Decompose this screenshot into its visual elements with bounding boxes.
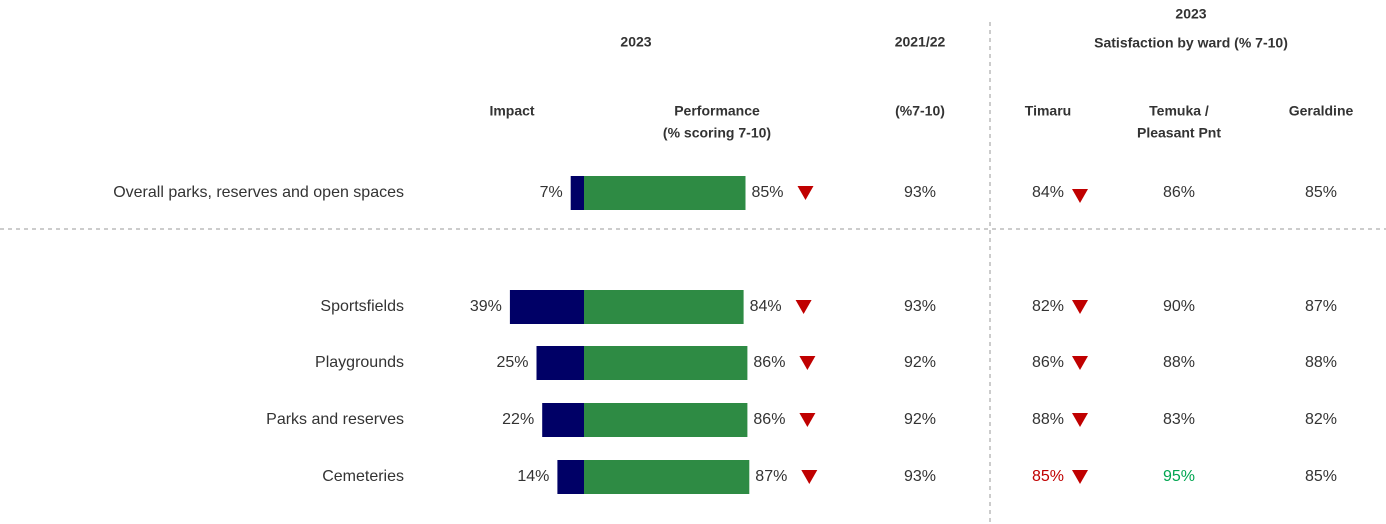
prior-value: 92% (904, 411, 936, 428)
impact-bar (570, 176, 584, 210)
down-arrow (1072, 356, 1088, 370)
performance-label: 86% (753, 411, 785, 428)
ward-value: 85% (1305, 468, 1337, 485)
ward-header: Pleasant Pnt (1137, 125, 1221, 141)
header: Impact (489, 103, 534, 119)
impact-label: 7% (540, 184, 563, 201)
ward-value: 82% (1305, 411, 1337, 428)
ward-value: 86% (1032, 354, 1064, 371)
row-label: Parks and reserves (266, 411, 404, 428)
down-arrow (1072, 470, 1088, 484)
performance-bar (584, 346, 748, 380)
prior-value: 93% (904, 468, 936, 485)
ward-value: 95% (1163, 468, 1195, 485)
down-arrow (799, 413, 816, 427)
performance-label: 85% (752, 184, 784, 201)
header: (% scoring 7-10) (663, 125, 771, 141)
header: 2023 (620, 34, 651, 50)
impact-label: 39% (470, 298, 502, 315)
impact-bar (542, 403, 584, 437)
ward-header: Temuka / (1149, 103, 1209, 119)
impact-label: 22% (502, 411, 534, 428)
down-arrow (799, 356, 816, 370)
performance-bar (584, 290, 744, 324)
down-arrow (1072, 413, 1088, 427)
prior-value: 93% (904, 298, 936, 315)
performance-label: 84% (750, 298, 782, 315)
down-arrow (1072, 189, 1088, 203)
performance-bar (584, 460, 750, 494)
ward-value: 88% (1032, 411, 1064, 428)
header: 2021/22 (895, 34, 946, 50)
ward-value: 82% (1032, 298, 1064, 315)
header: 2023 (1175, 6, 1206, 22)
ward-header: Geraldine (1289, 103, 1354, 119)
impact-bar (509, 290, 584, 324)
prior-value: 93% (904, 184, 936, 201)
ward-value: 88% (1305, 354, 1337, 371)
row-label: Sportsfields (320, 298, 404, 315)
impact-bar (536, 346, 584, 380)
impact-label: 14% (517, 468, 549, 485)
performance-bar (584, 176, 746, 210)
down-arrow (795, 300, 812, 314)
prior-value: 92% (904, 354, 936, 371)
ward-value: 85% (1032, 468, 1064, 485)
row-label: Overall parks, reserves and open spaces (113, 184, 404, 201)
header: (%7-10) (895, 103, 945, 119)
down-arrow (801, 470, 818, 484)
down-arrow (797, 186, 814, 200)
ward-header: Timaru (1025, 103, 1071, 119)
ward-value: 86% (1163, 184, 1195, 201)
ward-value: 83% (1163, 411, 1195, 428)
ward-value: 85% (1305, 184, 1337, 201)
ward-value: 90% (1163, 298, 1195, 315)
performance-bar (584, 403, 748, 437)
header: Performance (674, 103, 760, 119)
row-label: Playgrounds (315, 354, 404, 371)
impact-bar (557, 460, 584, 494)
performance-label: 87% (755, 468, 787, 485)
ward-value: 88% (1163, 354, 1195, 371)
row-label: Cemeteries (322, 468, 404, 485)
ward-value: 84% (1032, 184, 1064, 201)
impact-label: 25% (496, 354, 528, 371)
down-arrow (1072, 300, 1088, 314)
header: Satisfaction by ward (% 7-10) (1094, 35, 1288, 51)
ward-value: 87% (1305, 298, 1337, 315)
performance-label: 86% (753, 354, 785, 371)
